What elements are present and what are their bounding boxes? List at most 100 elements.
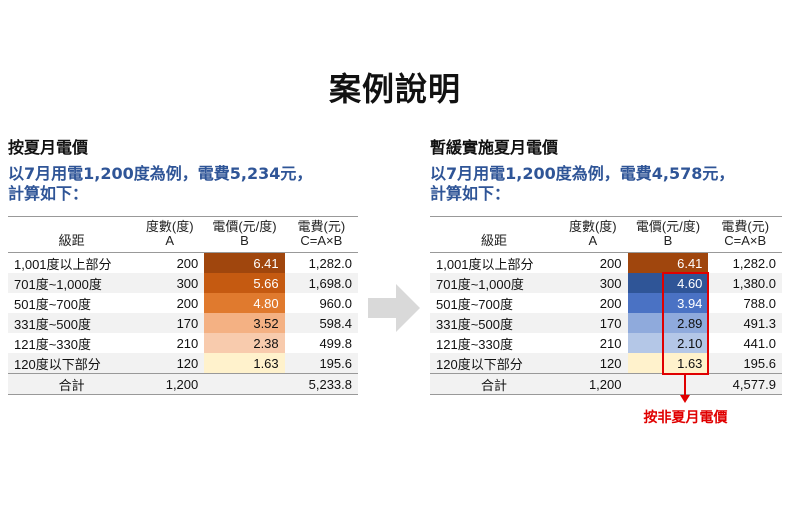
price-cell: 6.41 xyxy=(204,252,285,273)
price-cell: 4.80 xyxy=(204,293,285,313)
table-row: 121度~330度 210 2.38 499.8 xyxy=(8,333,358,353)
degree-cell: 300 xyxy=(599,275,622,291)
header-degree-label: 度數(度) xyxy=(145,219,194,234)
table-header-row: 級距 度數(度) A 電價(元/度) B 電費(元) C=A×B xyxy=(430,216,782,253)
price-cell: 4.60 xyxy=(627,273,709,293)
tier-cell: 501度~700度 xyxy=(14,296,91,312)
header-degree-sub: A xyxy=(588,233,598,248)
degree-cell: 170 xyxy=(599,315,622,331)
total-fee: 5,233.8 xyxy=(308,376,352,392)
table-row: 331度~500度 170 2.89 491.3 xyxy=(430,313,782,333)
degree-cell: 300 xyxy=(176,275,199,291)
fee-cell: 960.0 xyxy=(319,295,352,311)
fee-cell: 1,282.0 xyxy=(732,255,776,271)
fee-cell: 1,698.0 xyxy=(308,275,352,291)
total-label: 合計 xyxy=(58,377,85,393)
header-price: 電價(元/度) B xyxy=(628,217,709,253)
degree-cell: 200 xyxy=(176,295,199,311)
total-degree: 1,200 xyxy=(588,376,622,392)
deferred-rate-panel: 暫緩實施夏月電價 以7月用電1,200度為例，電費4,578元， 計算如下： 級… xyxy=(430,134,782,395)
tier-cell: 701度~1,000度 xyxy=(436,276,524,292)
header-fee-label: 電費(元) xyxy=(297,219,346,234)
degree-cell: 170 xyxy=(176,315,199,331)
tier-cell: 120度以下部分 xyxy=(14,356,101,372)
total-degree: 1,200 xyxy=(165,376,199,392)
fee-cell: 441.0 xyxy=(743,335,776,351)
price-cell: 6.41 xyxy=(627,252,709,273)
tier-cell: 701度~1,000度 xyxy=(14,276,102,292)
table-row: 1,001度以上部分 200 6.41 1,282.0 xyxy=(430,252,782,273)
header-fee-sub: C=A×B xyxy=(300,233,343,248)
non-summer-rate-callout: 按非夏月電價 xyxy=(643,409,728,426)
summer-rate-table: 級距 度數(度) A 電價(元/度) B 電費(元) C=A×B 1,001度以… xyxy=(8,216,358,395)
total-price-empty xyxy=(628,374,709,395)
degree-cell: 200 xyxy=(599,295,622,311)
header-tier: 級距 xyxy=(58,233,85,248)
header-fee-label: 電費(元) xyxy=(721,219,770,234)
table-row: 1,001度以上部分 200 6.41 1,282.0 xyxy=(8,252,358,273)
price-cell: 3.52 xyxy=(204,313,285,333)
table-row: 701度~1,000度 300 4.60 1,380.0 xyxy=(430,273,782,293)
table-header-row: 級距 度數(度) A 電價(元/度) B 電費(元) C=A×B xyxy=(8,216,358,253)
fee-cell: 1,380.0 xyxy=(732,275,776,291)
callout-line xyxy=(684,374,687,397)
price-cell: 2.10 xyxy=(627,333,709,353)
summer-rate-description-line1: 以7月用電1,200度為例，電費5,234元， xyxy=(8,164,313,183)
table-row: 331度~500度 170 3.52 598.4 xyxy=(8,313,358,333)
table-row: 501度~700度 200 3.94 788.0 xyxy=(430,293,782,313)
fee-cell: 195.6 xyxy=(319,355,352,371)
deferred-rate-description-line1: 以7月用電1,200度為例，電費4,578元， xyxy=(430,164,735,183)
price-cell: 3.94 xyxy=(627,293,709,313)
header-tier: 級距 xyxy=(481,233,508,248)
table-row: 701度~1,000度 300 5.66 1,698.0 xyxy=(8,273,358,293)
table-row: 120度以下部分 120 1.63 195.6 xyxy=(430,353,782,374)
degree-cell: 200 xyxy=(176,255,199,271)
header-fee-sub: C=A×B xyxy=(724,233,767,248)
deferred-rate-table: 級距 度數(度) A 電價(元/度) B 電費(元) C=A×B 1,001度以… xyxy=(430,216,782,395)
degree-cell: 210 xyxy=(176,335,199,351)
fee-cell: 499.8 xyxy=(319,335,352,351)
table-row: 121度~330度 210 2.10 441.0 xyxy=(430,333,782,353)
non-summer-rate-highlight-box xyxy=(661,272,710,375)
tier-cell: 121度~330度 xyxy=(14,336,91,352)
header-degree: 度數(度) A xyxy=(558,217,627,253)
header-price-label: 電價(元/度) xyxy=(635,219,701,234)
deferred-rate-description: 以7月用電1,200度為例，電費4,578元， 計算如下： xyxy=(430,164,782,204)
table-total-row: 合計 1,200 4,577.9 xyxy=(430,373,782,395)
summer-rate-heading: 按夏月電價 xyxy=(8,138,89,157)
header-fee: 電費(元) C=A×B xyxy=(708,217,782,253)
price-cell: 1.63 xyxy=(627,353,709,374)
header-price-sub: B xyxy=(663,233,673,248)
degree-cell: 210 xyxy=(599,335,622,351)
table-total-row: 合計 1,200 5,233.8 xyxy=(8,373,358,395)
tier-cell: 331度~500度 xyxy=(14,316,91,332)
fee-cell: 788.0 xyxy=(743,295,776,311)
fee-cell: 1,282.0 xyxy=(308,255,352,271)
degree-cell: 120 xyxy=(599,355,622,371)
down-arrow-icon xyxy=(680,394,691,403)
tier-cell: 1,001度以上部分 xyxy=(436,256,534,272)
page-title: 案例說明 xyxy=(328,70,461,108)
summer-rate-description-line2: 計算如下： xyxy=(8,184,89,203)
fee-cell: 491.3 xyxy=(743,315,776,331)
total-label: 合計 xyxy=(481,377,508,393)
summer-rate-description: 以7月用電1,200度為例，電費5,234元， 計算如下： xyxy=(8,164,358,204)
total-price-empty xyxy=(204,374,284,395)
table-row: 120度以下部分 120 1.63 195.6 xyxy=(8,353,358,374)
price-cell: 1.63 xyxy=(204,353,285,374)
right-arrow-icon xyxy=(368,284,420,332)
total-fee: 4,577.9 xyxy=(732,376,776,392)
tier-cell: 120度以下部分 xyxy=(436,356,523,372)
fee-cell: 195.6 xyxy=(743,355,776,371)
deferred-rate-description-line2: 計算如下： xyxy=(430,184,511,203)
table-row: 501度~700度 200 4.80 960.0 xyxy=(8,293,358,313)
header-price: 電價(元/度) B xyxy=(204,217,284,253)
header-degree-sub: A xyxy=(165,233,175,248)
tier-cell: 1,001度以上部分 xyxy=(14,256,112,272)
header-price-sub: B xyxy=(240,233,249,248)
deferred-rate-heading: 暫緩實施夏月電價 xyxy=(430,138,559,157)
tier-cell: 331度~500度 xyxy=(436,316,513,332)
price-cell: 5.66 xyxy=(204,273,285,293)
degree-cell: 200 xyxy=(599,255,622,271)
fee-cell: 598.4 xyxy=(319,315,352,331)
